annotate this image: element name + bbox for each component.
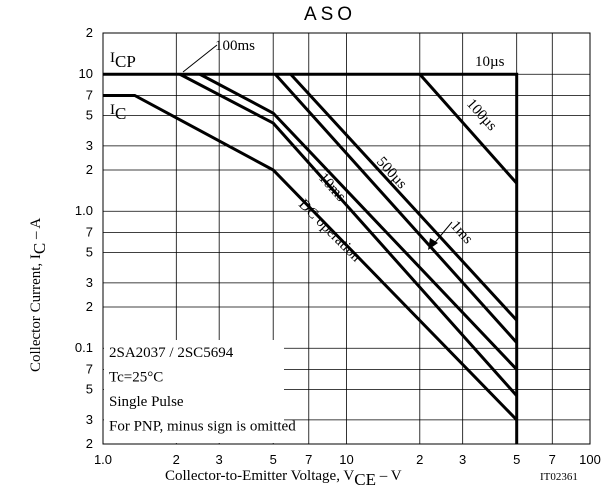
soa-line (418, 73, 518, 185)
figure-code: IT02361 (540, 471, 578, 483)
x-tick-label: 1.0 (94, 452, 112, 467)
x-tick-label: 7 (549, 452, 556, 467)
line-label: 100ms (215, 38, 255, 54)
y-tick-label: 7 (86, 87, 93, 102)
icp-label-part: CP (115, 52, 136, 71)
x-axis-label-part: Collector-to-Emitter Voltage, V (165, 468, 354, 484)
soa-line (274, 73, 518, 344)
x-tick-label: 2 (416, 452, 423, 467)
ic-label: IC (110, 102, 126, 123)
y-tick-label: 0.1 (75, 340, 93, 355)
x-tick-label: 100 (579, 452, 601, 467)
label-arrow (182, 44, 218, 73)
soa-line (103, 72, 519, 444)
ic-label-part: C (115, 104, 126, 123)
soa-line (103, 93, 518, 421)
x-tick-label: 10 (339, 452, 353, 467)
y-tick-label: 2 (86, 162, 93, 177)
plot-frame (102, 32, 591, 445)
x-axis-label-part: CE (354, 470, 376, 489)
line-label: DC operation (295, 197, 364, 266)
x-tick-label: 2 (173, 452, 180, 467)
note: For PNP, minus sign is omitted (109, 419, 296, 435)
y-axis-label: Collector Current, IC – A (28, 218, 49, 372)
y-tick-label: 2 (86, 25, 93, 40)
icp-label-part: I (110, 50, 115, 66)
soa-line (289, 73, 518, 322)
y-tick-label: 3 (86, 412, 93, 427)
icp-label: ICP (110, 50, 136, 71)
soa-line (179, 72, 518, 397)
note-box (104, 340, 284, 443)
x-tick-label: 3 (216, 452, 223, 467)
y-axis-label-part: – A (28, 218, 44, 243)
y-tick-label: 1.0 (75, 203, 93, 218)
x-tick-label: 3 (459, 452, 466, 467)
y-axis-label-part: Collector Current, I (28, 254, 44, 372)
y-tick-label: 2 (86, 436, 93, 451)
y-tick-label: 2 (86, 299, 93, 314)
x-axis-label-part: – V (376, 468, 402, 484)
arrow-head (428, 238, 438, 250)
line-label: 10ms (315, 170, 349, 205)
y-tick-label: 3 (86, 138, 93, 153)
soa-line (199, 72, 518, 371)
chart-title: ASO (304, 4, 356, 25)
y-tick-label: 7 (86, 224, 93, 239)
x-tick-label: 5 (513, 452, 520, 467)
note: Single Pulse (109, 394, 184, 410)
y-tick-label: 5 (86, 381, 93, 396)
note: 2SA2037 / 2SC5694 (109, 345, 234, 361)
y-tick-label: 5 (86, 244, 93, 259)
y-tick-label: 10 (79, 66, 93, 81)
y-axis-label-part: C (30, 243, 49, 254)
ic-label-part: I (110, 102, 115, 118)
note: Tc=25°C (109, 370, 163, 386)
pulse-label: 10µs (475, 54, 505, 70)
x-tick-label: 5 (270, 452, 277, 467)
line-label: 500µs (373, 154, 410, 192)
x-axis-label: Collector-to-Emitter Voltage, VCE – V (165, 468, 402, 489)
y-tick-label: 7 (86, 361, 93, 376)
y-tick-label: 5 (86, 107, 93, 122)
y-tick-label: 3 (86, 275, 93, 290)
x-tick-label: 7 (305, 452, 312, 467)
